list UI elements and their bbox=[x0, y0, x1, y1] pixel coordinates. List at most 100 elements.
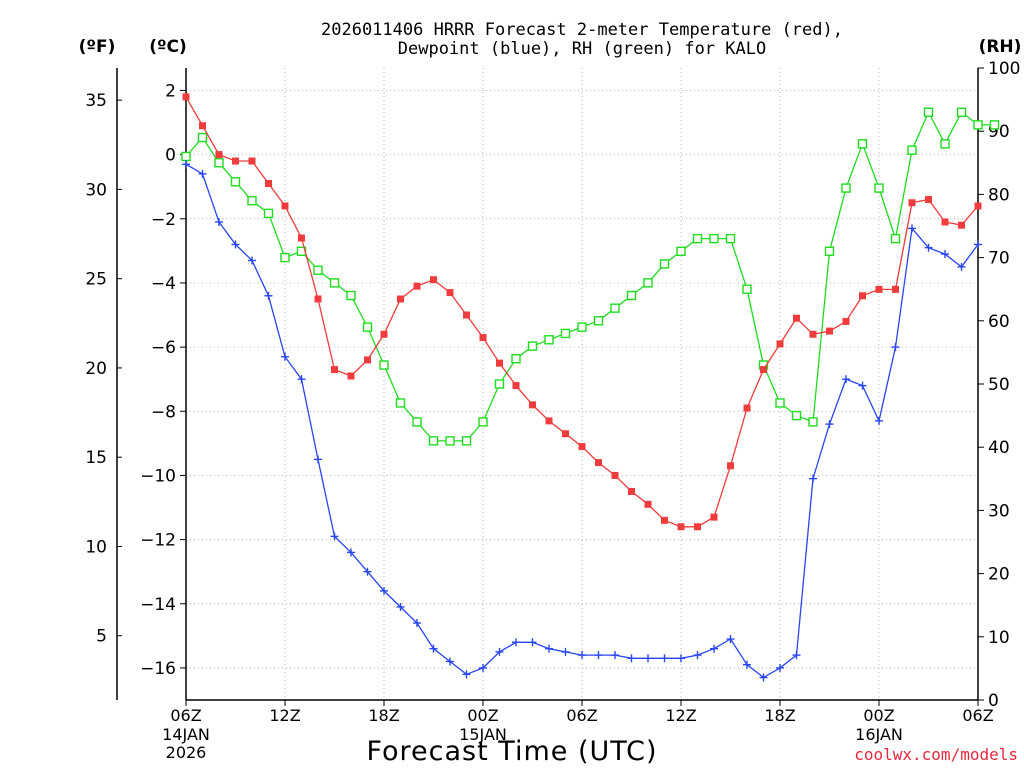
temperature-point bbox=[512, 382, 520, 390]
temperature-point bbox=[265, 179, 272, 187]
rh-tick-label: 100 bbox=[988, 59, 1020, 79]
temperature-point bbox=[760, 366, 767, 374]
x-axis-label: Forecast Time (UTC) bbox=[366, 736, 657, 767]
dewpoint-point bbox=[512, 638, 520, 647]
series-temperature bbox=[182, 93, 982, 531]
dewpoint-point bbox=[182, 160, 190, 169]
rh-point bbox=[907, 145, 917, 155]
rh-tick-label: 80 bbox=[988, 185, 1010, 205]
dewpoint-point bbox=[627, 654, 636, 663]
x-tick-label: 06Z bbox=[170, 706, 201, 725]
temperature-point bbox=[578, 443, 586, 451]
dewpoint-point bbox=[743, 660, 751, 669]
rh-tick-label: 70 bbox=[988, 249, 1010, 269]
temperature-point bbox=[694, 523, 701, 531]
dewpoint-point bbox=[644, 654, 652, 663]
x-tick-date: 15JAN bbox=[459, 725, 507, 744]
dewpoint-point bbox=[215, 217, 223, 226]
celsius-tick-label: −8 bbox=[151, 402, 176, 422]
rh-point bbox=[593, 316, 604, 326]
celsius-tick-label: −16 bbox=[140, 659, 176, 679]
dewpoint-point bbox=[611, 651, 619, 660]
x-tick-label: 00Z bbox=[467, 706, 498, 725]
temperature-point bbox=[397, 295, 404, 303]
temperature-point bbox=[628, 487, 635, 495]
rh-point bbox=[742, 284, 752, 294]
celsius-tick-label: −2 bbox=[151, 210, 176, 230]
dewpoint-point bbox=[710, 644, 718, 653]
temperature-point bbox=[314, 295, 322, 303]
dewpoint-point bbox=[413, 619, 421, 628]
dewpoint-point bbox=[396, 602, 405, 611]
dewpoint-point bbox=[231, 240, 240, 249]
rh-point bbox=[857, 139, 868, 149]
rh-point bbox=[725, 233, 736, 244]
dewpoint-point bbox=[429, 644, 438, 653]
dewpoint-point bbox=[528, 638, 537, 647]
temperature-point bbox=[826, 327, 833, 335]
rh-point bbox=[791, 410, 802, 421]
dewpoint-point bbox=[858, 381, 867, 390]
temperature-point bbox=[182, 93, 190, 101]
axis-layer: 353025201510520−2−4−6−8−10−12−14−1610090… bbox=[85, 59, 1020, 762]
rh-point bbox=[214, 158, 224, 168]
x-tick-label: 18Z bbox=[368, 706, 399, 725]
rh-tick-label: 30 bbox=[988, 501, 1010, 521]
rh-point bbox=[626, 290, 637, 301]
temperature-point bbox=[892, 285, 899, 293]
chart-title-line2: Dewpoint (blue), RH (green) for KALO bbox=[398, 39, 766, 59]
dewpoint-point bbox=[495, 647, 504, 656]
rh-point bbox=[808, 417, 818, 427]
celsius-axis-unit: (ºC) bbox=[149, 37, 187, 57]
rh-point bbox=[577, 322, 587, 332]
dewpoint-point bbox=[297, 375, 306, 384]
dewpoint-point bbox=[974, 240, 982, 249]
dewpoint-point bbox=[314, 455, 322, 464]
rh-point bbox=[940, 139, 950, 149]
rh-point bbox=[247, 196, 257, 206]
temperature-point bbox=[908, 199, 916, 207]
dewpoint-point bbox=[380, 586, 388, 595]
dewpoint-point bbox=[198, 169, 207, 178]
rh-point bbox=[362, 322, 373, 332]
rh-point bbox=[461, 436, 472, 446]
temperature-point bbox=[413, 282, 421, 290]
celsius-tick-label: −12 bbox=[140, 531, 176, 551]
fahrenheit-axis-unit: (ºF) bbox=[79, 37, 116, 57]
dewpoint-point bbox=[363, 567, 372, 576]
rh-point bbox=[989, 120, 1000, 130]
rh-point bbox=[956, 107, 967, 117]
x-tick-label: 00Z bbox=[863, 706, 894, 725]
dewpoint-point bbox=[479, 663, 487, 672]
dewpoint-point bbox=[809, 474, 817, 483]
temperature-point bbox=[380, 330, 388, 338]
temperature-point bbox=[611, 471, 619, 479]
dewpoint-point bbox=[924, 243, 933, 252]
x-tick-label: 06Z bbox=[566, 706, 597, 725]
credit-text: coolwx.com/models bbox=[854, 745, 1018, 764]
temperature-point bbox=[248, 157, 256, 165]
rh-point bbox=[527, 341, 538, 351]
x-tick-year: 2026 bbox=[166, 743, 207, 762]
celsius-tick-label: 2 bbox=[165, 81, 176, 101]
temperature-point bbox=[875, 285, 883, 293]
rh-point bbox=[181, 151, 191, 162]
temperature-point bbox=[925, 196, 932, 204]
rh-tick-label: 60 bbox=[988, 312, 1010, 332]
rh-point bbox=[643, 278, 653, 288]
temperature-point bbox=[232, 157, 239, 165]
rh-axis-unit: (RH) bbox=[979, 37, 1022, 57]
temperature-point bbox=[562, 430, 569, 438]
dewpoint-point bbox=[957, 262, 966, 271]
celsius-tick-label: 0 bbox=[165, 146, 176, 166]
x-tick-label: 12Z bbox=[665, 706, 696, 725]
temperature-point bbox=[727, 462, 734, 470]
x-tick-label: 06Z bbox=[962, 706, 993, 725]
temperature-point bbox=[776, 340, 784, 348]
series-dewpoint bbox=[182, 160, 982, 682]
fahrenheit-tick-label: 25 bbox=[85, 270, 107, 290]
dewpoint-point bbox=[578, 651, 586, 660]
fahrenheit-tick-label: 35 bbox=[85, 91, 107, 111]
rh-point bbox=[676, 246, 686, 256]
x-tick-date: 16JAN bbox=[855, 725, 903, 744]
